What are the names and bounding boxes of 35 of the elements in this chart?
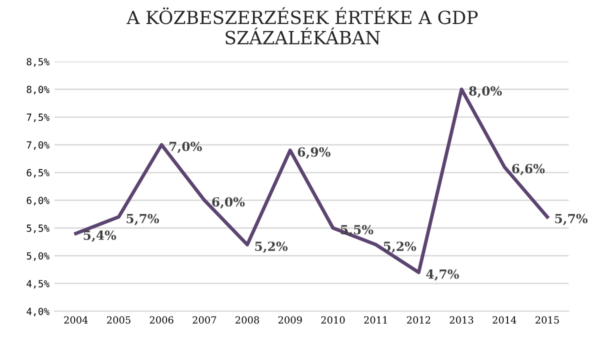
y-tick-label: 4,0% bbox=[26, 308, 50, 316]
y-tick-label: 6,0% bbox=[26, 196, 50, 206]
data-label: 6,0% bbox=[212, 197, 245, 209]
x-tick-label: 2010 bbox=[321, 316, 345, 324]
x-tick-label: 2005 bbox=[107, 316, 130, 324]
data-label: 8,0% bbox=[469, 86, 502, 98]
chart-title: A KÖZBESZERZÉSEK ÉRTÉKE A GDP SZÁZALÉKÁBAN bbox=[126, 7, 478, 44]
x-tick-label: 2011 bbox=[364, 316, 387, 324]
x-tick-label: 2014 bbox=[492, 316, 516, 324]
data-label: 5,4% bbox=[84, 230, 116, 242]
x-tick-label: 2006 bbox=[150, 316, 174, 324]
y-tick-label: 6,5% bbox=[26, 169, 50, 178]
y-tick-label: 8,0% bbox=[26, 86, 50, 94]
y-tick-label: 7,5% bbox=[26, 114, 50, 122]
x-tick-label: 2013 bbox=[450, 316, 474, 324]
x-tick-label: 2008 bbox=[236, 316, 260, 324]
data-label: 7,0% bbox=[170, 142, 202, 154]
y-tick-label: 4,5% bbox=[26, 280, 50, 289]
data-label: 6,6% bbox=[512, 164, 545, 176]
data-label: 6,9% bbox=[298, 147, 330, 159]
x-tick-label: 2009 bbox=[278, 316, 302, 324]
x-tick-label: 2004 bbox=[64, 316, 88, 324]
data-label: 4,7% bbox=[426, 269, 459, 281]
data-label: 5,5% bbox=[340, 224, 374, 236]
y-tick-label: 8,5% bbox=[26, 58, 50, 67]
x-tick-label: 2012 bbox=[407, 316, 430, 324]
data-label: 5,7% bbox=[126, 214, 159, 226]
y-tick-label: 5,0% bbox=[26, 252, 50, 261]
y-tick-label: 5,5% bbox=[26, 224, 50, 234]
x-tick-label: 2007 bbox=[192, 316, 216, 324]
data-label: 5,2% bbox=[384, 242, 416, 253]
data-label: 5,2% bbox=[255, 242, 288, 253]
y-tick-label: 7,0% bbox=[26, 141, 50, 150]
x-tick-label: 2015 bbox=[536, 316, 559, 324]
data-label: 5,7% bbox=[555, 214, 588, 226]
